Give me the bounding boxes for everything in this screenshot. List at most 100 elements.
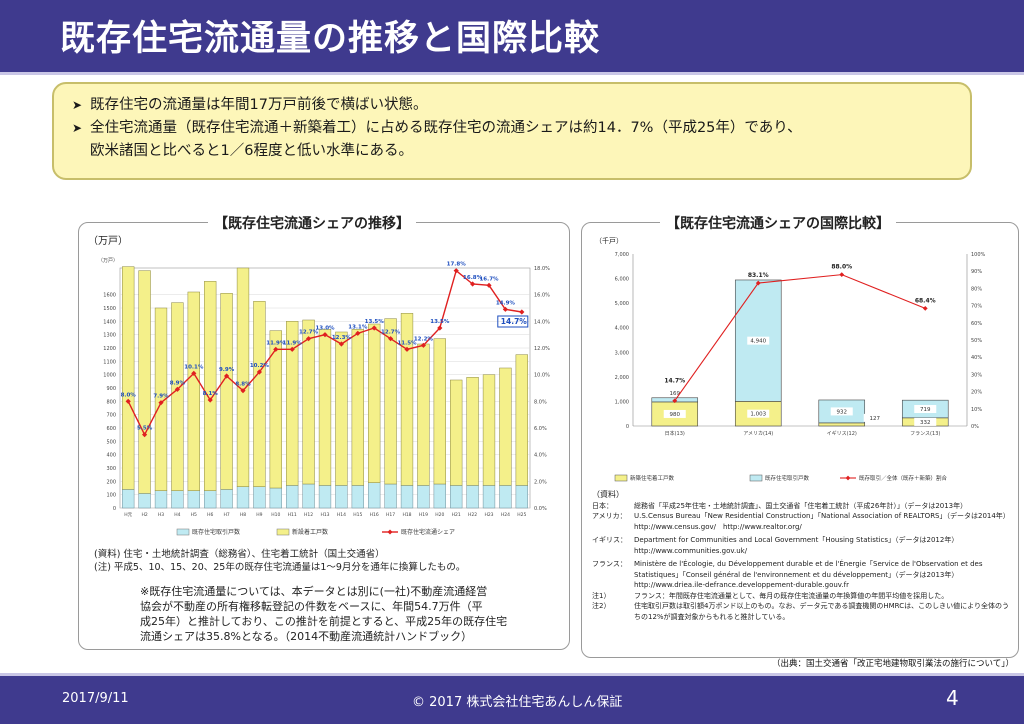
bar-new xyxy=(335,331,348,486)
y-tick-label: 300 xyxy=(106,466,116,472)
y-right-tick-label: 80% xyxy=(971,286,982,292)
bullet-arrow-icon: ➤ xyxy=(72,98,83,112)
bar-existing xyxy=(351,485,364,509)
source-text: Department for Communities and Local Gov… xyxy=(634,536,959,544)
share-data-label: 88.0% xyxy=(831,264,852,271)
legend-label: 既存住宅取引戸数 xyxy=(192,528,240,536)
y-right-tick-label: 16.0% xyxy=(534,293,550,299)
y-tick-label: 1300 xyxy=(103,333,116,339)
bar-new xyxy=(171,302,184,491)
share-data-label: 10.1% xyxy=(184,364,204,370)
new-value-label: 332 xyxy=(920,420,931,426)
y-right-tick-label: 60% xyxy=(971,321,982,327)
legend-marker xyxy=(387,529,393,535)
y-right-tick-label: 40% xyxy=(971,355,982,361)
y-tick-label: 1600 xyxy=(103,293,116,299)
x-tick-label: H22 xyxy=(468,512,477,518)
x-tick-label: H25 xyxy=(517,512,526,518)
bar-new xyxy=(368,323,381,483)
share-point xyxy=(322,332,328,338)
data-label-bg xyxy=(914,405,937,414)
y-tick-label: 0 xyxy=(626,424,629,430)
bar-existing xyxy=(499,485,512,509)
data-label-bg xyxy=(663,409,686,418)
share-data-label: 8.9% xyxy=(170,380,186,386)
bar-new xyxy=(450,379,463,486)
share-point xyxy=(922,305,928,311)
share-data-label: 12.2% xyxy=(414,336,434,342)
share-point xyxy=(207,397,213,403)
source-row: イギリス： Department for Communities and Loca… xyxy=(592,535,1012,546)
y-tick-label: 2,000 xyxy=(615,375,629,381)
share-data-label: 11.5% xyxy=(397,340,417,346)
x-tick-label: H13 xyxy=(320,512,329,518)
legend-swatch xyxy=(276,528,290,536)
new-value-label: 127 xyxy=(869,416,880,422)
y-tick-label: 900 xyxy=(106,386,116,392)
x-tick-label: H18 xyxy=(402,512,411,518)
bar-new xyxy=(138,270,151,494)
bar-existing xyxy=(236,486,250,509)
footer-bar xyxy=(0,676,1024,724)
bar-existing xyxy=(154,490,168,509)
y-tick-label: 5,000 xyxy=(615,301,629,307)
header-divider xyxy=(0,72,1024,75)
share-point xyxy=(388,336,394,342)
y-tick-label: 0 xyxy=(113,506,116,512)
bar-existing xyxy=(187,490,200,509)
y-right-tick-label: 0.0% xyxy=(534,506,547,512)
share-data-label: 10.2% xyxy=(250,363,270,369)
left-notes: (資料) 住宅・土地統計調査（総務省）、住宅着工統計（国土交通省） (注) 平成… xyxy=(94,549,466,573)
share-data-label: 13.0% xyxy=(315,326,335,332)
y-right-tick-label: 0% xyxy=(971,424,979,430)
x-tick-label: H3 xyxy=(158,512,164,518)
y-right-tick-label: 70% xyxy=(971,304,982,310)
bar-new xyxy=(466,377,479,486)
share-point xyxy=(519,309,525,315)
share-data-label: 16.8% xyxy=(463,275,483,281)
share-data-label: 83.1% xyxy=(748,272,769,279)
y-right-tick-label: 4.0% xyxy=(534,453,547,459)
y-tick-label: 400 xyxy=(106,453,116,459)
legend-marker xyxy=(845,475,851,481)
x-tick-label: H元 xyxy=(124,512,132,518)
bar-existing xyxy=(318,485,332,509)
international-comparison-chart: 0 1,000 2,000 3,000 4,000 5,000 6,000 7,000 0% 10… xyxy=(615,252,986,482)
share-point xyxy=(420,342,426,348)
page-title: 既存住宅流通量の推移と国際比較 xyxy=(60,19,601,59)
y-right-tick-label: 2.0% xyxy=(534,479,547,485)
source-key: イギリス： xyxy=(592,536,627,544)
share-data-label: 13.1% xyxy=(348,324,368,330)
source-key: フランス： xyxy=(592,560,627,568)
header-bar xyxy=(0,0,1024,72)
footer-divider xyxy=(0,673,1024,676)
bar-existing xyxy=(400,485,414,509)
bar-existing xyxy=(122,489,135,509)
y-axis-unit: （万戸） xyxy=(98,258,118,264)
x-tick-label: H2 xyxy=(141,512,147,518)
share-point xyxy=(224,373,230,379)
bar-new xyxy=(204,281,217,491)
left-panel-title: 【既存住宅流通シェアの推移】 xyxy=(208,213,416,233)
bar-new xyxy=(318,329,332,486)
right-sources: （資料） 日本： 総務省「平成25年住宅・土地統計調査」、国土交通省「住宅着工統計… xyxy=(592,490,1012,622)
source-row: 日本： 総務省「平成25年住宅・土地統計調査」、国土交通省「住宅着工統計（平成26… xyxy=(592,501,1012,512)
bar-new xyxy=(187,291,200,491)
bar-existing xyxy=(450,485,463,509)
source-key: 注1） xyxy=(592,591,611,600)
y-tick-label: 1000 xyxy=(103,373,116,379)
y-tick-label: 1100 xyxy=(103,359,116,365)
x-tick-label: H19 xyxy=(419,512,428,518)
y-right-tick-label: 8.0% xyxy=(534,399,547,405)
share-data-label: 11.9% xyxy=(283,340,303,346)
bar-new xyxy=(417,343,430,486)
x-tick-label: イギリス(12) xyxy=(827,431,857,437)
bar-existing xyxy=(220,489,233,509)
bullet-2: ➤ 全住宅流通量（既存住宅流通＋新築着工）に占める既存住宅の流通シェアは約14．7… xyxy=(72,117,952,140)
left-unit-label: （万戸） xyxy=(88,236,128,247)
x-tick-label: フランス(13) xyxy=(910,431,940,437)
data-label-bg xyxy=(747,409,770,418)
bar-existing xyxy=(204,490,217,509)
legend-swatch xyxy=(749,474,763,482)
bar-existing xyxy=(171,490,184,509)
